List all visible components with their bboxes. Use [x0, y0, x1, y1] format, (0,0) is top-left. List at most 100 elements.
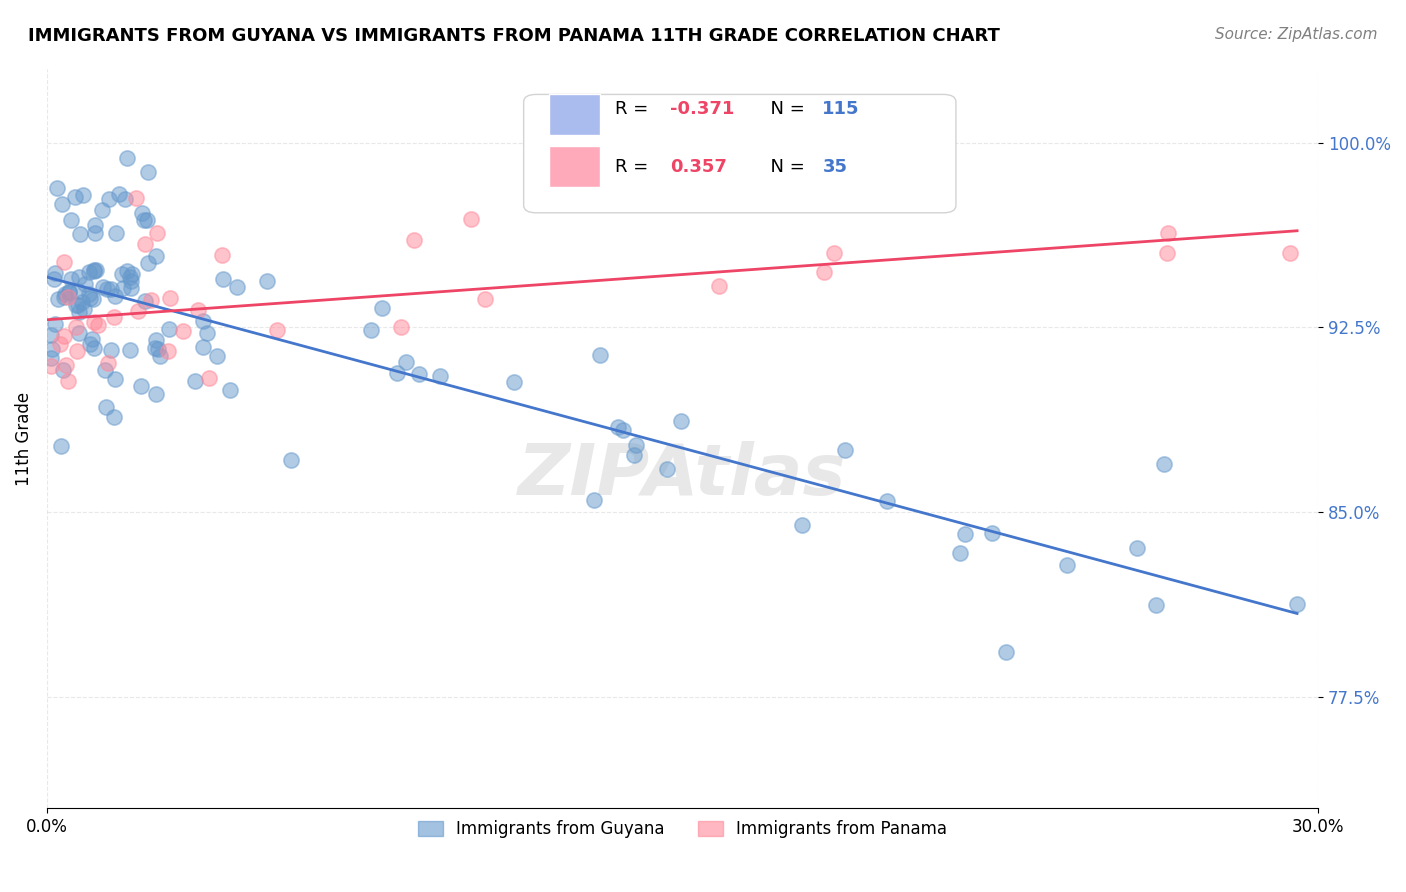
Immigrants from Guyana — [145, 387, 167, 401]
Immigrants from Guyana — [67, 326, 90, 341]
Immigrants from Guyana — [60, 213, 83, 227]
Immigrants from Guyana — [104, 288, 127, 302]
Immigrants from Guyana — [72, 188, 94, 202]
Immigrants from Guyana — [195, 326, 218, 340]
Immigrants from Guyana — [193, 314, 215, 328]
Immigrants from Guyana — [53, 287, 76, 301]
Immigrants from Panama — [87, 318, 110, 332]
Legend: Immigrants from Guyana, Immigrants from Panama: Immigrants from Guyana, Immigrants from … — [411, 814, 955, 845]
Text: N =: N = — [759, 158, 810, 176]
Immigrants from Guyana — [1153, 457, 1175, 471]
Text: IMMIGRANTS FROM GUYANA VS IMMIGRANTS FROM PANAMA 11TH GRADE CORRELATION CHART: IMMIGRANTS FROM GUYANA VS IMMIGRANTS FRO… — [28, 27, 1000, 45]
Immigrants from Guyana — [219, 383, 242, 397]
Immigrants from Guyana — [408, 367, 430, 381]
Immigrants from Guyana — [52, 362, 75, 376]
Immigrants from Guyana — [66, 284, 89, 298]
Immigrants from Panama — [813, 265, 835, 279]
Immigrants from Guyana — [49, 439, 72, 453]
Immigrants from Panama — [96, 356, 118, 370]
Immigrants from Guyana — [1286, 597, 1309, 611]
Immigrants from Guyana — [39, 351, 62, 365]
Immigrants from Panama — [134, 237, 156, 252]
Immigrants from Panama — [1278, 245, 1301, 260]
Immigrants from Guyana — [104, 371, 127, 385]
Immigrants from Guyana — [39, 328, 62, 343]
Immigrants from Guyana — [149, 349, 172, 363]
Immigrants from Guyana — [792, 517, 814, 532]
Immigrants from Guyana — [67, 305, 90, 319]
Immigrants from Guyana — [83, 218, 105, 232]
Immigrants from Guyana — [115, 151, 138, 165]
Immigrants from Guyana — [371, 301, 394, 316]
Immigrants from Panama — [1157, 226, 1180, 240]
Immigrants from Guyana — [136, 256, 159, 270]
Immigrants from Guyana — [136, 165, 159, 179]
Immigrants from Guyana — [82, 292, 104, 306]
Immigrants from Guyana — [66, 298, 89, 312]
Immigrants from Guyana — [58, 285, 80, 299]
Immigrants from Guyana — [145, 334, 167, 348]
Immigrants from Guyana — [117, 264, 139, 278]
Immigrants from Guyana — [191, 341, 214, 355]
Immigrants from Guyana — [606, 419, 628, 434]
Immigrants from Guyana — [225, 279, 247, 293]
Text: R =: R = — [616, 100, 654, 119]
Immigrants from Panama — [474, 292, 496, 306]
Immigrants from Panama — [156, 344, 179, 359]
Immigrants from Guyana — [100, 282, 122, 296]
Immigrants from Panama — [146, 226, 169, 240]
Immigrants from Guyana — [44, 272, 66, 286]
Immigrants from Guyana — [114, 192, 136, 206]
Immigrants from Guyana — [360, 323, 382, 337]
Immigrants from Guyana — [65, 190, 87, 204]
Immigrants from Panama — [52, 328, 75, 343]
Immigrants from Panama — [187, 302, 209, 317]
Immigrants from Guyana — [589, 348, 612, 362]
Immigrants from Panama — [127, 304, 149, 318]
Immigrants from Panama — [55, 358, 77, 372]
Immigrants from Guyana — [73, 301, 96, 316]
Immigrants from Guyana — [612, 423, 634, 437]
Immigrants from Guyana — [145, 249, 167, 263]
Text: 115: 115 — [823, 100, 860, 119]
Immigrants from Guyana — [72, 295, 94, 310]
Immigrants from Guyana — [834, 442, 856, 457]
Immigrants from Guyana — [91, 203, 114, 218]
Immigrants from Panama — [391, 320, 413, 334]
Immigrants from Guyana — [121, 268, 143, 282]
Immigrants from Panama — [83, 315, 105, 329]
Immigrants from Guyana — [112, 281, 135, 295]
Immigrants from Guyana — [280, 453, 302, 467]
Immigrants from Guyana — [94, 401, 117, 415]
Immigrants from Guyana — [1056, 558, 1078, 573]
Immigrants from Guyana — [949, 546, 972, 560]
Immigrants from Guyana — [876, 494, 898, 508]
Immigrants from Panama — [66, 344, 89, 359]
Immigrants from Guyana — [98, 193, 121, 207]
Immigrants from Guyana — [256, 274, 278, 288]
Immigrants from Guyana — [83, 262, 105, 277]
Text: 0.357: 0.357 — [669, 158, 727, 176]
Immigrants from Guyana — [132, 212, 155, 227]
FancyBboxPatch shape — [550, 146, 600, 187]
Immigrants from Guyana — [503, 375, 526, 389]
Immigrants from Guyana — [953, 526, 976, 541]
Immigrants from Guyana — [77, 287, 100, 301]
Immigrants from Panama — [823, 246, 845, 260]
Immigrants from Panama — [159, 291, 181, 305]
Immigrants from Guyana — [1126, 541, 1149, 555]
Immigrants from Panama — [125, 191, 148, 205]
Immigrants from Guyana — [429, 369, 451, 384]
Immigrants from Guyana — [583, 493, 606, 508]
Immigrants from Guyana — [135, 213, 157, 227]
Immigrants from Guyana — [65, 298, 87, 312]
Immigrants from Guyana — [980, 526, 1002, 541]
Text: N =: N = — [759, 100, 810, 119]
Immigrants from Guyana — [118, 269, 141, 284]
Immigrants from Guyana — [157, 322, 180, 336]
Immigrants from Guyana — [671, 414, 693, 428]
Immigrants from Panama — [172, 324, 194, 338]
FancyBboxPatch shape — [523, 95, 956, 213]
Immigrants from Panama — [56, 290, 79, 304]
Immigrants from Guyana — [134, 293, 156, 308]
